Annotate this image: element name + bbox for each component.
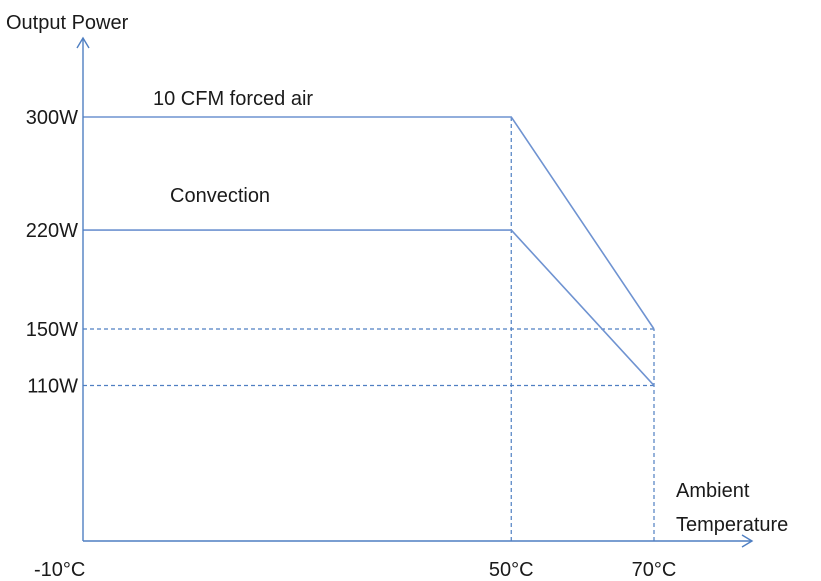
series-line-forced-air — [83, 116, 655, 330]
x-tick-label: -10°C — [34, 559, 85, 581]
x-tick-label: 70°C — [632, 559, 677, 581]
y-tick-label: 150W — [26, 319, 78, 341]
series-label-forced-air: 10 CFM forced air — [153, 88, 313, 110]
y-axis-arrow-icon — [76, 36, 90, 49]
axes — [76, 36, 754, 548]
x-tick-label: 50°C — [489, 559, 534, 581]
guide-lines — [83, 117, 655, 541]
series-label-convection: Convection — [170, 185, 270, 207]
series-line-convection — [83, 229, 655, 387]
series-lines — [83, 116, 655, 387]
tick-labels: 300W 220W 150W 110W -10°C 50°C 70°C — [26, 107, 677, 581]
y-tick-label: 300W — [26, 107, 78, 129]
y-tick-label: 110W — [27, 376, 78, 398]
x-axis-arrow-icon — [741, 534, 754, 548]
x-axis-title-line-1: Ambient — [676, 480, 750, 502]
x-axis-title-line-2: Temperature — [676, 514, 788, 536]
y-tick-label: 220W — [26, 220, 78, 242]
text-labels: Output Power Ambient Temperature 10 CFM … — [6, 12, 788, 536]
y-axis-title: Output Power — [6, 12, 129, 34]
